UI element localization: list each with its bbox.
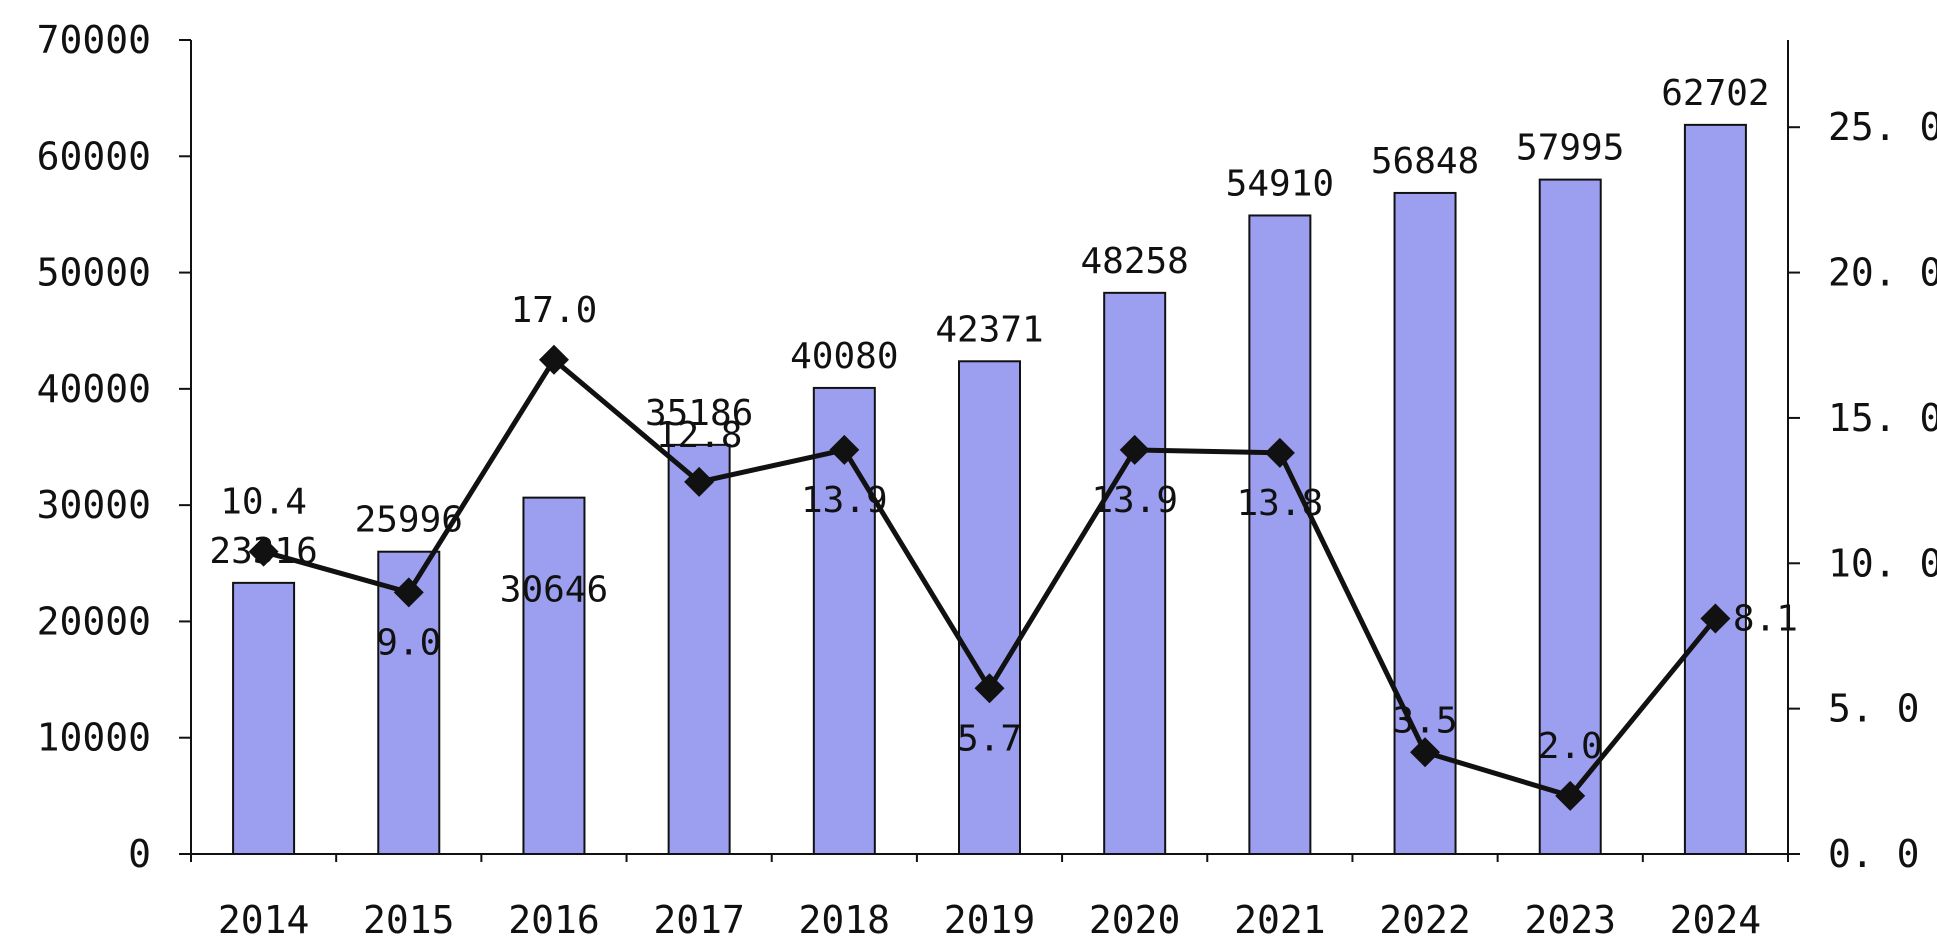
bar-value-label: 48258 bbox=[1080, 241, 1188, 282]
line-value-label: 2.0 bbox=[1538, 726, 1603, 767]
x-tick-label: 2019 bbox=[944, 898, 1036, 942]
left-tick-label: 20000 bbox=[37, 599, 151, 643]
line-series bbox=[248, 344, 1731, 811]
x-axis-tick-labels: 2014 2015 2016 2017 2018 2019 2020 2021 2022 2023… bbox=[218, 898, 1761, 942]
bar-value-label: 42371 bbox=[935, 309, 1043, 350]
bar bbox=[232, 581, 296, 855]
line-value-label: 12.8 bbox=[656, 415, 743, 456]
left-tick-label: 40000 bbox=[37, 367, 151, 411]
left-tick-label: 60000 bbox=[37, 134, 151, 178]
line-marker bbox=[248, 536, 279, 567]
bar-value-label: 40080 bbox=[790, 336, 898, 377]
x-tick-label: 2021 bbox=[1234, 898, 1326, 942]
x-tick-label: 2016 bbox=[508, 898, 600, 942]
bar-value-label: 54910 bbox=[1226, 163, 1334, 204]
line-marker bbox=[1119, 434, 1150, 465]
bar-value-label: 56848 bbox=[1371, 141, 1479, 182]
line-marker bbox=[393, 577, 424, 608]
right-tick-label: 15. 0 bbox=[1828, 396, 1937, 440]
bar bbox=[522, 496, 586, 855]
bar-value-labels: 2331625996306463518640080423714825854910… bbox=[209, 73, 1769, 611]
line-marker bbox=[538, 344, 569, 375]
x-tick-label: 2015 bbox=[363, 898, 455, 942]
right-tick-label: 20. 0 bbox=[1828, 251, 1937, 295]
line-value-label: 10.4 bbox=[220, 482, 307, 523]
line-marker bbox=[974, 673, 1005, 704]
left-tick-label: 50000 bbox=[37, 251, 151, 295]
bar-value-label: 35186 bbox=[645, 393, 753, 434]
bar bbox=[958, 360, 1021, 855]
right-tick-label: 25. 0 bbox=[1828, 105, 1937, 149]
bar bbox=[667, 443, 731, 855]
x-tick-label: 2014 bbox=[218, 898, 310, 942]
line-value-label: 13.9 bbox=[801, 480, 888, 521]
line-marker bbox=[1410, 737, 1441, 768]
line-value-labels: 10.4 9.0 17.0 12.8 13.9 5.7 13.9 13.8 3.5 2.0 8.1 bbox=[220, 290, 1798, 767]
bar-value-label: 57995 bbox=[1516, 128, 1624, 169]
line-value-label: 9.0 bbox=[376, 622, 441, 663]
bar bbox=[1248, 214, 1312, 855]
right-tick-label: 0. 0 bbox=[1828, 832, 1920, 876]
bar bbox=[1538, 178, 1602, 855]
x-tick-label: 2022 bbox=[1379, 898, 1471, 942]
line-value-label: 3.5 bbox=[1393, 700, 1458, 741]
line-marker bbox=[829, 434, 860, 465]
x-tick-label: 2018 bbox=[799, 898, 891, 942]
line-marker bbox=[1700, 603, 1731, 634]
bar-value-label: 30646 bbox=[500, 570, 608, 611]
line-marker bbox=[1555, 780, 1586, 811]
line-value-label: 17.0 bbox=[511, 290, 598, 331]
right-axis-tick-labels: 0. 0 5. 0 10. 0 15. 0 20. 0 25. 0 bbox=[1828, 105, 1937, 876]
bar bbox=[812, 386, 876, 855]
line-value-label: 13.9 bbox=[1091, 480, 1178, 521]
left-tick-label: 10000 bbox=[37, 716, 151, 760]
bar bbox=[1683, 123, 1747, 856]
left-tick-label: 0 bbox=[128, 832, 151, 876]
x-tick-label: 2024 bbox=[1670, 898, 1762, 942]
line-value-label: 8.1 bbox=[1733, 599, 1798, 640]
line-value-label: 13.8 bbox=[1237, 483, 1324, 524]
left-tick-label: 30000 bbox=[37, 483, 151, 527]
line-marker bbox=[1264, 437, 1295, 468]
line-value-label: 5.7 bbox=[957, 718, 1022, 759]
left-axis-tick-labels: 0 10000 20000 30000 40000 50000 60000 70000 bbox=[37, 18, 151, 876]
x-tick-label: 2017 bbox=[653, 898, 745, 942]
left-tick-label: 70000 bbox=[37, 18, 151, 62]
right-tick-label: 5. 0 bbox=[1828, 687, 1920, 731]
x-tick-label: 2020 bbox=[1089, 898, 1181, 942]
right-tick-label: 10. 0 bbox=[1828, 541, 1937, 585]
bar-series bbox=[232, 123, 1747, 856]
line-marker bbox=[684, 466, 715, 497]
bar bbox=[1103, 291, 1167, 855]
x-tick-label: 2023 bbox=[1524, 898, 1616, 942]
bar-value-label: 62702 bbox=[1661, 73, 1769, 114]
